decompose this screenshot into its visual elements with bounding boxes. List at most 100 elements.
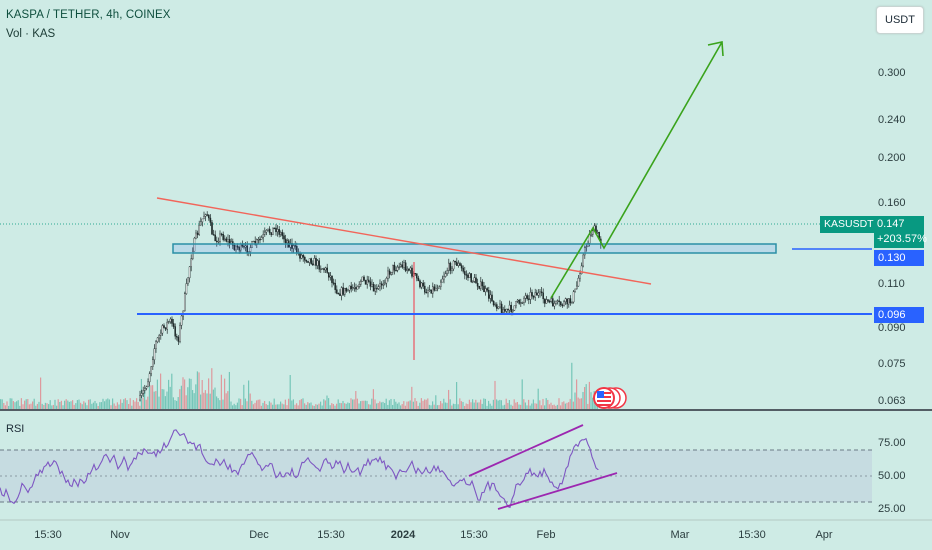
volume-bar xyxy=(211,368,213,409)
volume-bar xyxy=(192,390,194,409)
rsi-line xyxy=(0,429,599,509)
volume-bar xyxy=(496,399,498,409)
volume-bar xyxy=(326,395,328,409)
volume-bar xyxy=(470,402,472,409)
candle-body xyxy=(553,303,556,307)
pair-title[interactable]: KASPA / TETHER, 4h, COINEX xyxy=(6,9,171,21)
volume-bar xyxy=(513,399,515,409)
candle-body xyxy=(504,309,506,312)
candle-body xyxy=(329,275,332,278)
support-price-tag: 0.096 xyxy=(874,307,924,323)
candle-body xyxy=(544,298,546,304)
price-tick: 0.110 xyxy=(878,278,905,290)
volume-bar xyxy=(577,397,579,409)
volume-title[interactable]: Vol · KAS xyxy=(6,28,56,40)
volume-bar xyxy=(204,390,206,409)
time-tick: 15:30 xyxy=(460,529,488,541)
candle-body xyxy=(281,232,284,236)
volume-bar xyxy=(84,402,86,409)
volume-bar xyxy=(78,399,80,409)
candle-body xyxy=(283,235,285,240)
time-tick-year: 2024 xyxy=(390,529,416,541)
rsi-tick: 25.00 xyxy=(878,503,906,515)
candle-body xyxy=(147,381,149,388)
volume-bar xyxy=(201,379,203,409)
candle-body xyxy=(294,245,297,247)
candle-body xyxy=(387,270,389,279)
candle-body xyxy=(388,270,391,275)
volume-bar xyxy=(292,399,294,409)
candle-body xyxy=(529,292,532,300)
candle-body xyxy=(265,229,268,233)
volume-bar xyxy=(528,399,530,409)
volume-bar xyxy=(30,403,32,409)
candle-body xyxy=(561,304,564,306)
candle-body xyxy=(516,299,519,302)
volume-bar xyxy=(59,401,61,409)
candle-body xyxy=(448,262,450,271)
volume-bar xyxy=(475,399,477,409)
volume-bar xyxy=(216,396,218,409)
volume-bar xyxy=(291,400,293,409)
volume-bar xyxy=(264,401,266,409)
volume-bar xyxy=(126,400,128,409)
candle-body xyxy=(169,318,172,322)
volume-bar xyxy=(312,405,314,409)
volume-bar xyxy=(443,398,445,409)
candle-body xyxy=(286,240,289,244)
volume-bar xyxy=(420,398,422,409)
volume-bar xyxy=(99,402,101,409)
volume-bar xyxy=(329,405,331,409)
candle-body xyxy=(171,318,173,324)
volume-bar xyxy=(235,405,237,409)
volume-bar xyxy=(27,399,29,409)
volume-bar xyxy=(36,403,38,409)
candle-body xyxy=(185,283,188,294)
candle-body xyxy=(465,274,468,276)
price-tick: 0.200 xyxy=(878,152,906,164)
candle-body xyxy=(323,268,325,271)
candle-body xyxy=(556,300,559,302)
volume-bar xyxy=(3,403,5,409)
candle-body xyxy=(217,241,220,243)
candle-body xyxy=(454,260,457,263)
candle-body xyxy=(353,287,356,289)
candle-body xyxy=(539,291,541,294)
volume-bar xyxy=(384,403,386,409)
volume-bar xyxy=(145,399,147,409)
volume-bar xyxy=(280,401,282,409)
volume-bar xyxy=(344,403,346,409)
volume-bar xyxy=(136,398,138,409)
volume-bar xyxy=(48,404,50,409)
candle-body xyxy=(436,287,439,290)
volume-bar xyxy=(548,404,550,409)
volume-bar xyxy=(260,405,262,409)
currency-button[interactable]: USDT xyxy=(876,6,924,34)
volume-bar xyxy=(316,404,318,409)
volume-bar xyxy=(49,400,51,409)
volume-bar xyxy=(465,403,467,409)
volume-bar xyxy=(558,398,560,409)
candle-body xyxy=(580,265,583,274)
candle-body xyxy=(313,258,316,266)
volume-bar xyxy=(246,401,248,409)
volume-bar xyxy=(217,398,219,409)
volume-bar xyxy=(416,401,418,409)
volume-bar xyxy=(452,403,454,409)
candle-body xyxy=(500,303,503,313)
candle-body xyxy=(452,260,455,270)
time-tick: Feb xyxy=(536,529,556,541)
price-tick: 0.240 xyxy=(878,114,906,126)
volume-bar xyxy=(387,404,389,409)
volume-bar xyxy=(438,405,440,409)
candle-body xyxy=(222,234,225,240)
time-tick: Nov xyxy=(110,529,130,541)
volume-bar xyxy=(153,391,155,409)
candle-body xyxy=(340,287,343,296)
candle-body xyxy=(564,298,567,302)
candle-body xyxy=(457,263,460,266)
volume-bar xyxy=(422,400,424,409)
rsi-title[interactable]: RSI xyxy=(6,423,25,435)
volume-bar xyxy=(427,398,429,409)
